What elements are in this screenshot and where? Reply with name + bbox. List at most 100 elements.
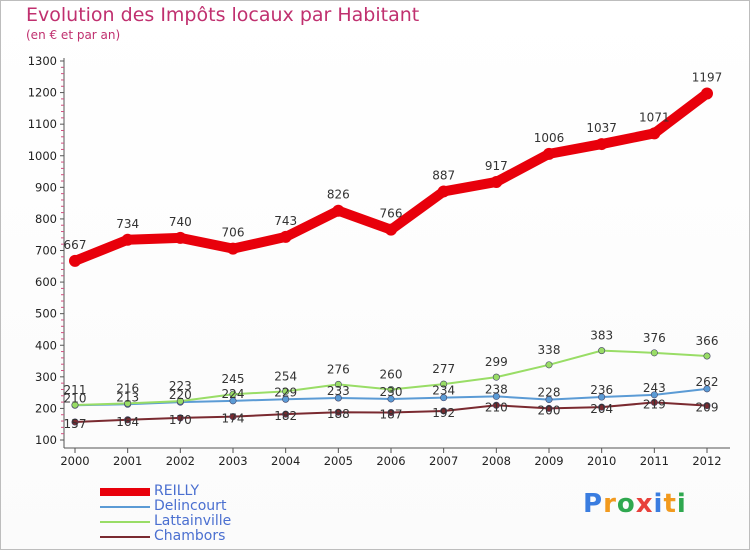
data-label-reilly: 743 xyxy=(274,214,297,228)
data-label-delincourt: 210 xyxy=(64,391,87,405)
data-label-lattainville: 260 xyxy=(380,367,403,381)
data-label-reilly: 887 xyxy=(432,168,455,182)
data-point-chambors xyxy=(703,402,711,410)
logo-letter: o xyxy=(616,489,636,519)
data-label-reilly: 1197 xyxy=(692,71,723,85)
data-point-reilly xyxy=(595,138,608,151)
data-point-lattainville xyxy=(334,380,342,388)
data-labels: 211 216 223 245 254 276 260 277 299 338 383 376 366 2… xyxy=(64,71,723,431)
data-point-reilly xyxy=(174,231,187,244)
series-line-reilly xyxy=(70,88,712,266)
x-tick-label: 2001 xyxy=(113,454,142,468)
data-label-reilly: 740 xyxy=(169,215,192,229)
logo-letter: i xyxy=(676,489,687,519)
data-label-delincourt: 233 xyxy=(327,384,350,398)
data-point-lattainville xyxy=(545,361,553,369)
data-point-chambors xyxy=(229,413,237,421)
legend-label-lattainville: Lattainville xyxy=(154,513,232,529)
data-point-delincourt xyxy=(387,395,395,403)
data-point-lattainville xyxy=(598,347,606,355)
x-tick-label: 2012 xyxy=(692,454,721,468)
data-label-lattainville: 366 xyxy=(696,334,719,348)
data-label-chambors: 170 xyxy=(169,413,192,427)
data-point-reilly xyxy=(121,233,134,246)
data-label-delincourt: 262 xyxy=(696,375,719,389)
data-point-lattainville xyxy=(387,385,395,393)
data-point-lattainville xyxy=(492,373,500,381)
data-point-chambors xyxy=(545,404,553,412)
proxiti-logo: Proxiti xyxy=(583,489,687,519)
data-point-reilly xyxy=(332,204,345,217)
data-label-delincourt: 224 xyxy=(222,387,245,401)
data-label-chambors: 200 xyxy=(538,403,561,417)
y-tick-label: 100 xyxy=(35,433,57,447)
data-point-delincourt xyxy=(492,392,500,400)
y-tick-label: 1000 xyxy=(28,149,57,163)
data-point-reilly xyxy=(490,175,503,188)
y-tick-label: 1100 xyxy=(28,117,57,131)
data-label-chambors: 187 xyxy=(380,408,403,422)
data-point-lattainville xyxy=(650,349,658,357)
legend-swatch-reilly xyxy=(100,488,150,496)
axes xyxy=(60,58,730,453)
data-label-delincourt: 220 xyxy=(169,388,192,402)
legend-label-chambors: Chambors xyxy=(154,528,226,544)
data-label-lattainville: 299 xyxy=(485,355,508,369)
data-label-lattainville: 211 xyxy=(64,383,87,397)
data-label-reilly: 826 xyxy=(327,188,350,202)
data-point-delincourt xyxy=(282,395,290,403)
data-point-chambors xyxy=(440,407,448,415)
data-points xyxy=(69,87,713,426)
data-label-lattainville: 254 xyxy=(274,369,297,383)
data-label-reilly: 1006 xyxy=(534,131,565,145)
data-point-delincourt xyxy=(545,396,553,404)
data-label-chambors: 164 xyxy=(116,415,139,429)
data-point-reilly xyxy=(648,127,661,140)
data-label-delincourt: 234 xyxy=(432,384,455,398)
data-label-delincourt: 213 xyxy=(116,390,139,404)
x-tick-label: 2000 xyxy=(60,454,89,468)
data-label-reilly: 667 xyxy=(64,238,87,252)
logo-letter: P xyxy=(583,489,604,519)
data-point-reilly xyxy=(279,230,292,243)
data-label-lattainville: 245 xyxy=(222,372,245,386)
data-point-chambors xyxy=(598,403,606,411)
legend-swatch-delincourt xyxy=(100,506,150,508)
data-point-lattainville xyxy=(703,352,711,360)
x-tick-label: 2003 xyxy=(218,454,247,468)
y-tick-label: 700 xyxy=(35,244,57,258)
y-tick-label: 1300 xyxy=(28,54,57,68)
data-label-lattainville: 216 xyxy=(116,381,139,395)
data-label-chambors: 210 xyxy=(485,400,508,414)
x-tick-label: 2007 xyxy=(429,454,458,468)
data-point-reilly xyxy=(437,185,450,198)
data-point-chambors xyxy=(176,414,184,422)
y-tick-label: 1200 xyxy=(28,86,57,100)
y-tick-label: 500 xyxy=(35,307,57,321)
data-label-reilly: 1037 xyxy=(586,121,617,135)
data-label-lattainville: 383 xyxy=(590,329,613,343)
data-point-lattainville xyxy=(229,390,237,398)
data-point-chambors xyxy=(282,410,290,418)
data-point-chambors xyxy=(124,416,132,424)
chart-subtitle: (en € et par an) xyxy=(26,28,121,42)
data-point-reilly xyxy=(543,147,555,160)
legend-swatch-lattainville xyxy=(100,521,150,523)
tick-labels: 100 200 300 400 500 600 700 800 900 1000 1100 1200 1… xyxy=(28,54,722,468)
data-label-chambors: 174 xyxy=(222,412,245,426)
logo-letter: x xyxy=(635,489,654,519)
data-label-lattainville: 276 xyxy=(327,362,350,376)
data-label-chambors: 182 xyxy=(274,409,297,423)
x-tick-label: 2010 xyxy=(587,454,616,468)
data-point-chambors xyxy=(71,418,79,426)
data-label-lattainville: 376 xyxy=(643,331,666,345)
data-label-reilly: 1071 xyxy=(639,110,670,124)
logo-letter: r xyxy=(603,489,617,519)
data-label-chambors: 209 xyxy=(696,401,719,415)
data-point-lattainville xyxy=(440,380,448,388)
y-tick-label: 400 xyxy=(35,338,57,352)
data-label-chambors: 188 xyxy=(327,407,350,421)
data-label-chambors: 219 xyxy=(643,397,666,411)
data-label-reilly: 734 xyxy=(116,217,139,231)
logo-letter: t xyxy=(663,489,677,519)
